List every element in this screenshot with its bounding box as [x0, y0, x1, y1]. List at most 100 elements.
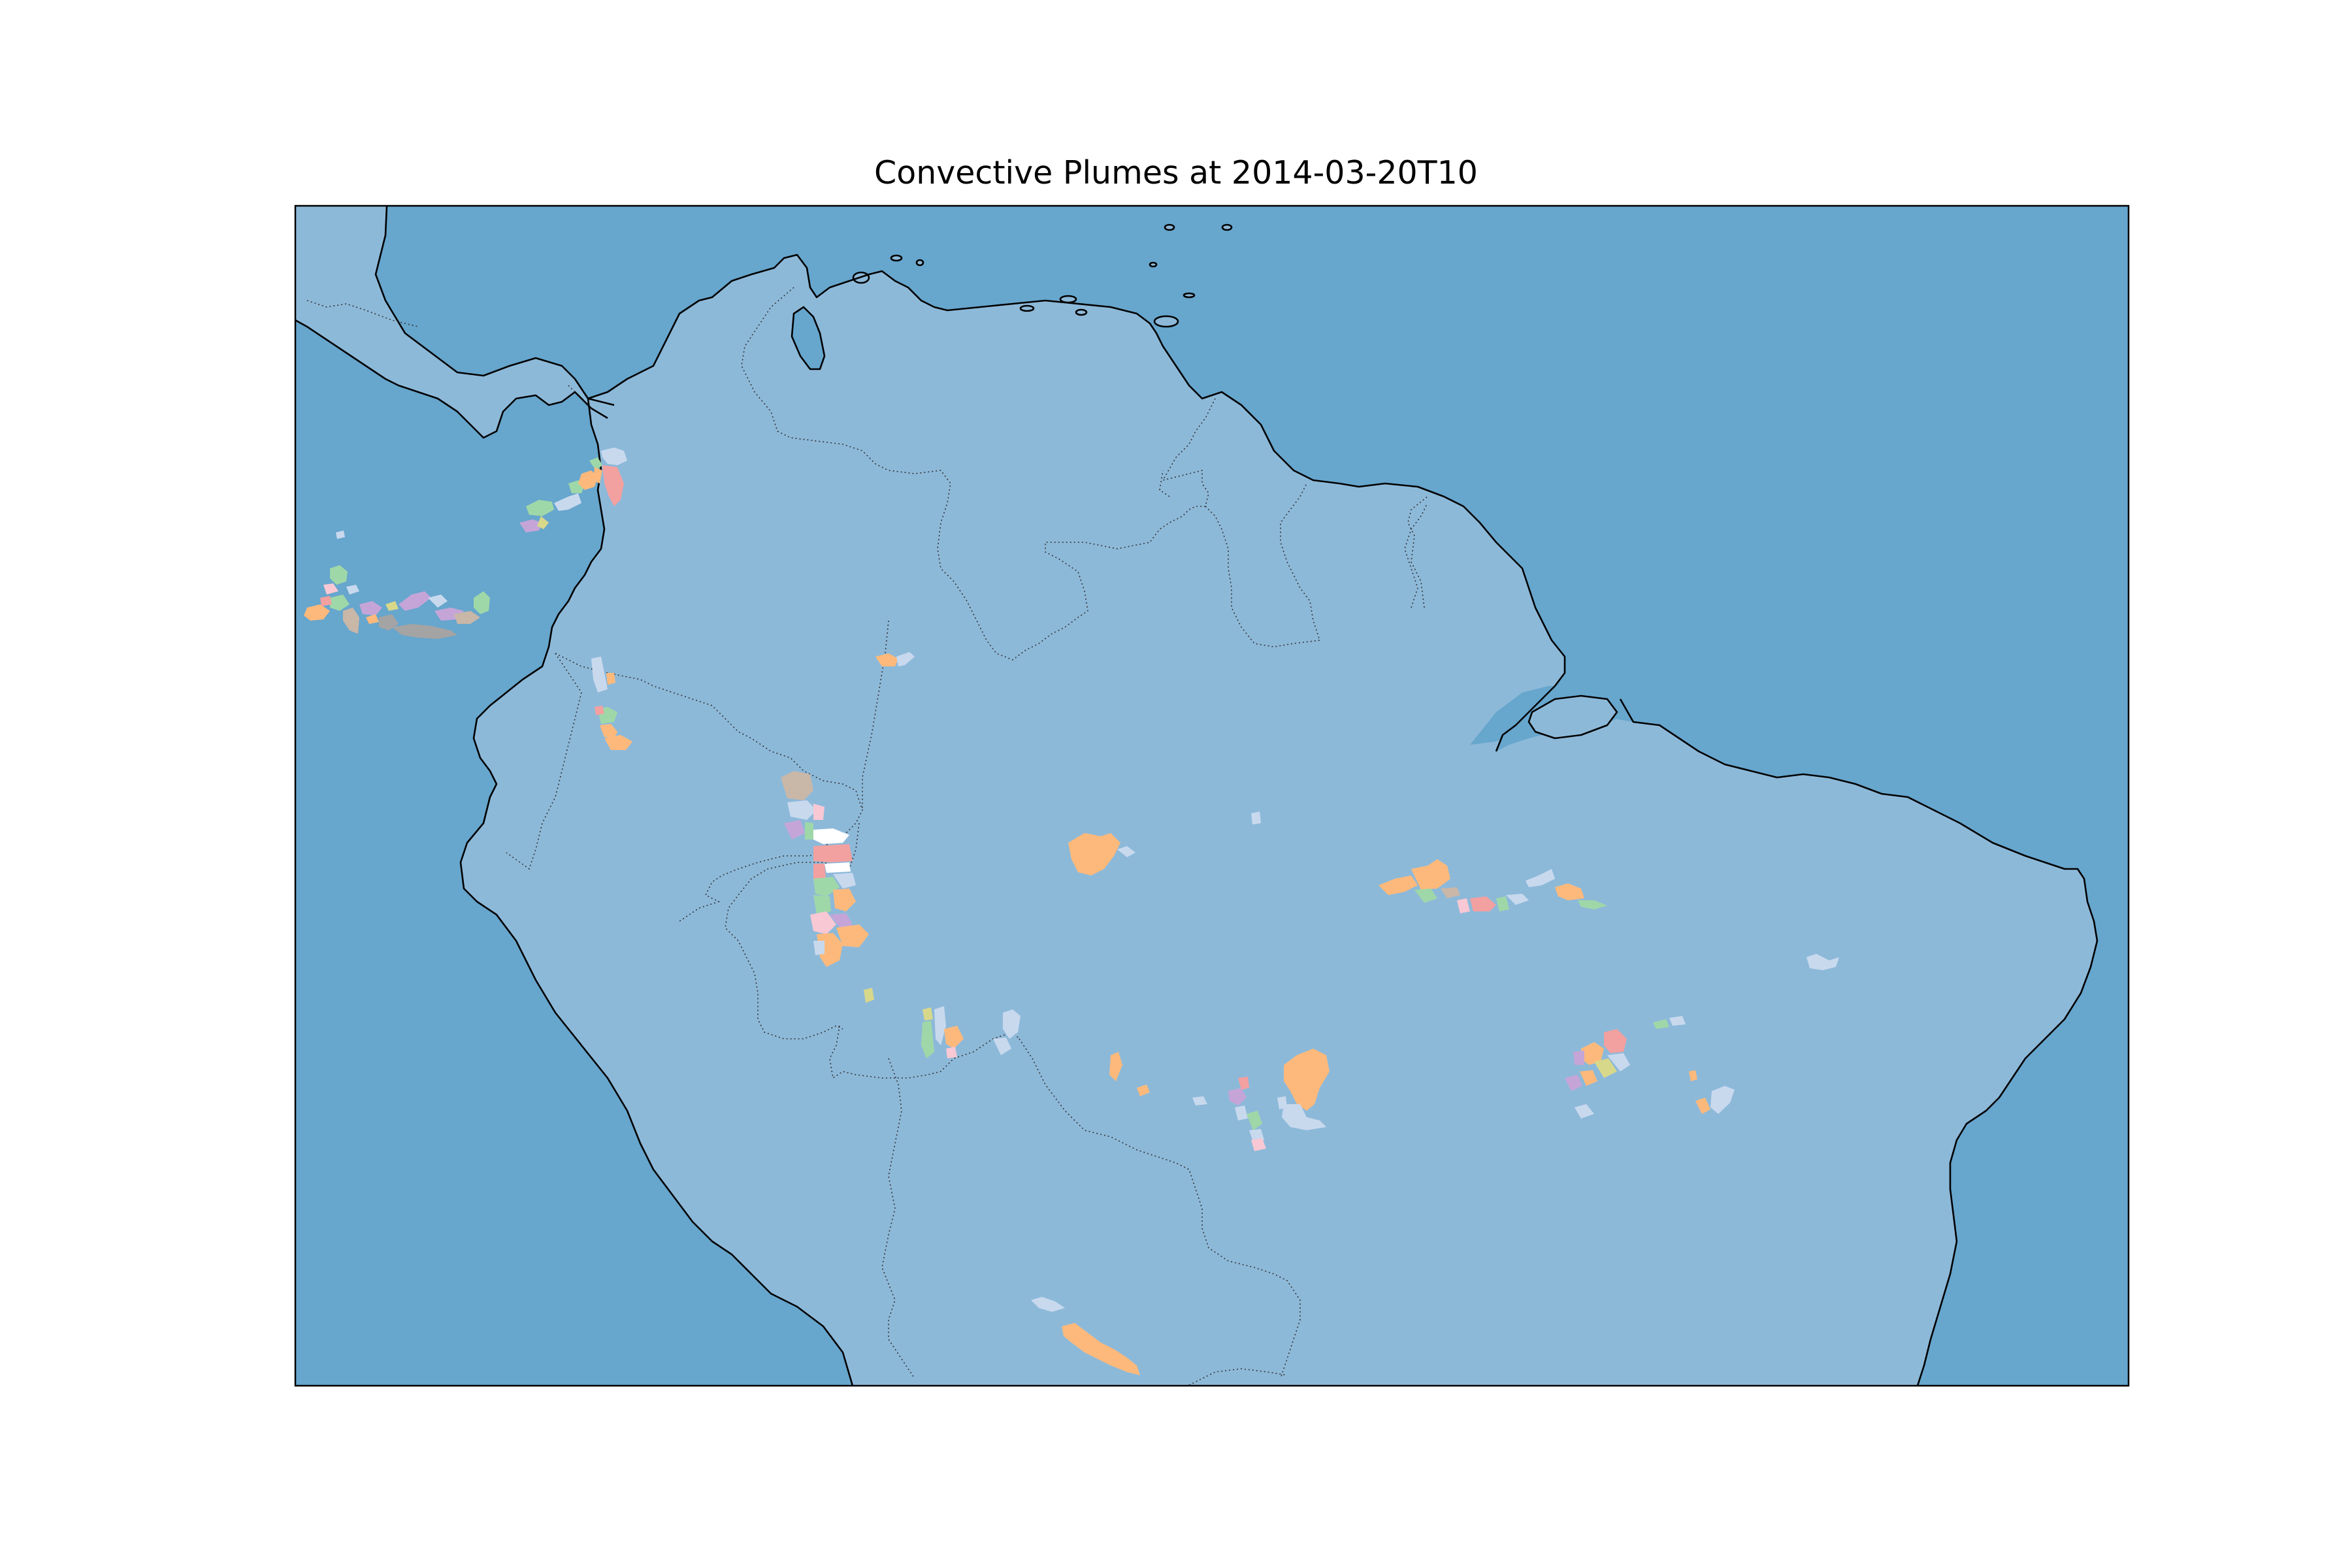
- plume: [1689, 1070, 1697, 1081]
- plume: [320, 596, 332, 606]
- plume: [1062, 1323, 1140, 1375]
- plume: [399, 591, 431, 611]
- plume: [1695, 1098, 1710, 1114]
- south-america-coastline: [459, 253, 2099, 1386]
- plume: [784, 820, 805, 840]
- plume: [944, 1026, 964, 1049]
- south-america-land: [461, 255, 2097, 1386]
- plume: [591, 657, 608, 693]
- plume: [359, 601, 382, 615]
- plume: [946, 1047, 957, 1058]
- plume-cluster-bolivia: [1031, 1297, 1140, 1375]
- plume: [813, 844, 853, 862]
- central-america-coastline: [295, 206, 615, 439]
- plume: [385, 601, 399, 611]
- plume: [1109, 1052, 1122, 1081]
- plume-cluster-ecuador: [591, 657, 632, 750]
- plume: [1607, 1053, 1630, 1071]
- map-title: Convective Plumes at 2014-03-20T10: [874, 154, 1478, 191]
- plume: [810, 911, 836, 934]
- plume: [813, 804, 825, 820]
- plume: [1806, 954, 1839, 970]
- plume: [578, 470, 598, 490]
- plume: [864, 988, 874, 1003]
- plume: [1003, 1009, 1021, 1039]
- plume: [589, 457, 602, 470]
- plume: [519, 519, 542, 532]
- plume: [336, 531, 345, 539]
- plume: [1653, 1019, 1669, 1029]
- plume: [428, 595, 448, 608]
- plume: [1379, 875, 1418, 895]
- map-frame: [294, 204, 2130, 1387]
- plume: [1496, 896, 1509, 911]
- plume-cluster-tocantins: [1565, 954, 1839, 1119]
- plume: [825, 862, 851, 873]
- plume: [1192, 1096, 1207, 1105]
- plume: [1526, 869, 1555, 887]
- plume: [1411, 859, 1450, 890]
- plume: [1251, 811, 1261, 825]
- plume: [595, 706, 604, 715]
- plume: [379, 614, 399, 630]
- plume: [813, 895, 831, 915]
- plume: [1277, 1096, 1287, 1109]
- plume: [1604, 1029, 1627, 1053]
- plume: [1284, 1049, 1330, 1111]
- plume: [805, 822, 813, 840]
- plume: [813, 941, 825, 955]
- plume: [1506, 894, 1529, 905]
- plume: [1580, 1070, 1597, 1086]
- plume-cluster-gulf-of-panama: [519, 457, 602, 532]
- marajo-island: [1527, 694, 1618, 740]
- plume: [813, 864, 826, 879]
- plume: [1470, 896, 1496, 911]
- plume-cluster-acre: [921, 1006, 1021, 1058]
- plume: [601, 448, 627, 465]
- plume: [787, 800, 817, 820]
- plume-cluster-eastern-pacific: [304, 531, 490, 639]
- plume: [600, 724, 617, 738]
- plume: [454, 611, 480, 624]
- plume: [537, 516, 549, 529]
- plume: [606, 673, 615, 685]
- plume: [1414, 889, 1437, 903]
- plume: [1573, 1051, 1584, 1065]
- plume-cluster-peru-andes: [781, 771, 874, 1003]
- plume: [1565, 1075, 1582, 1091]
- plume: [1282, 1104, 1326, 1130]
- plume: [330, 595, 350, 611]
- plume: [604, 735, 632, 750]
- plume: [833, 873, 856, 889]
- plume: [1235, 1105, 1248, 1120]
- plume: [1068, 833, 1120, 875]
- plume: [1669, 1016, 1686, 1026]
- plume: [993, 1037, 1011, 1055]
- plume: [554, 493, 581, 511]
- plume: [1117, 846, 1135, 857]
- plume: [923, 1007, 933, 1021]
- plume: [323, 583, 338, 595]
- plume-cluster-para: [1379, 859, 1607, 913]
- plume: [474, 591, 490, 614]
- plume-cluster-central-amazon: [1068, 811, 1261, 875]
- plume: [921, 1021, 934, 1058]
- plume: [392, 624, 457, 639]
- plume: [1441, 887, 1460, 898]
- plume: [366, 614, 379, 624]
- plume: [875, 653, 898, 666]
- plume-cluster-southern-amazon: [1109, 1049, 1330, 1151]
- plume: [602, 465, 624, 506]
- convective-plumes: [304, 448, 1839, 1375]
- plume: [1228, 1088, 1247, 1105]
- plume: [813, 877, 840, 896]
- plume: [836, 924, 869, 947]
- plume: [1251, 1138, 1266, 1151]
- plume: [1710, 1086, 1735, 1114]
- plume: [346, 585, 359, 595]
- plume: [593, 467, 602, 483]
- plume: [833, 889, 856, 911]
- plume: [1594, 1058, 1617, 1078]
- plume-cluster-northwest-amazon: [875, 652, 915, 666]
- plume: [1581, 1042, 1604, 1065]
